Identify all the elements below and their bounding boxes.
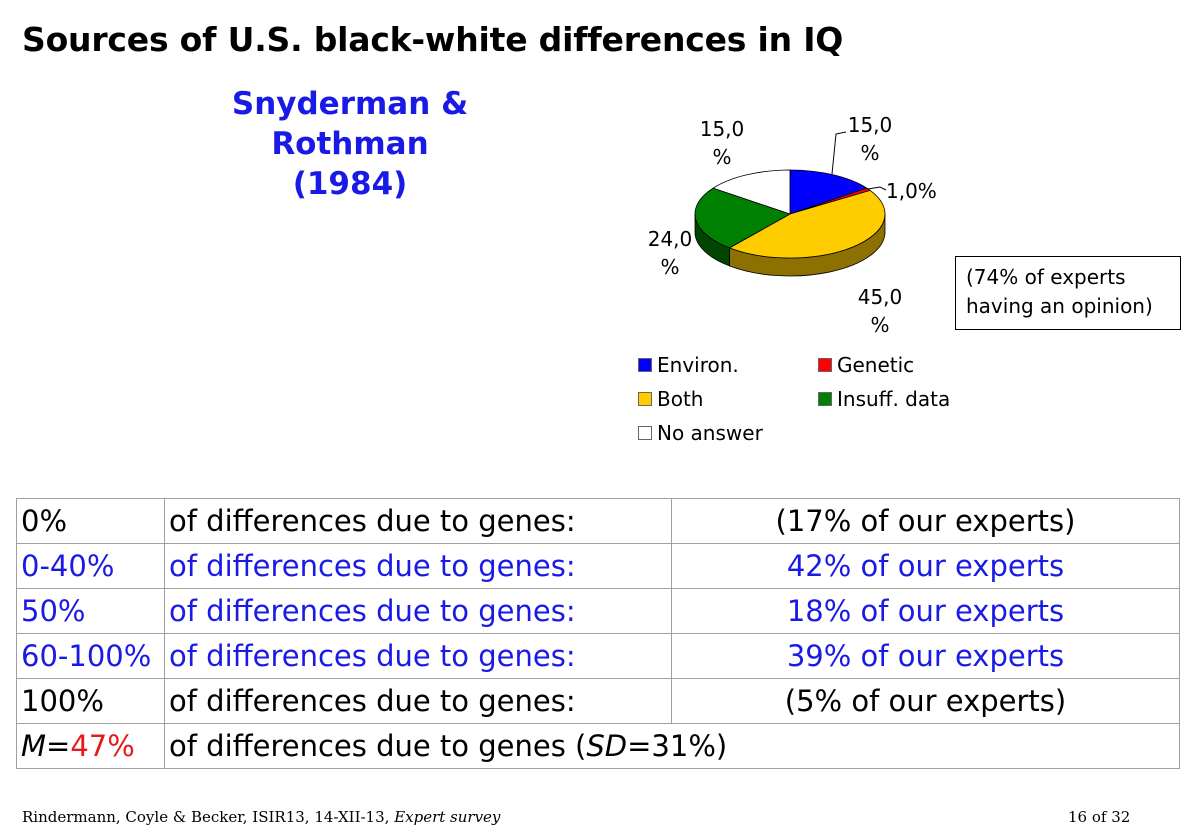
share-cell: (17% of our experts) bbox=[671, 498, 1180, 544]
range-cell: 100% bbox=[16, 678, 165, 724]
sd-value: =31%) bbox=[627, 729, 728, 763]
range-cell: 0% bbox=[16, 498, 165, 544]
pie-chart: 15,0 % 15,0 % 1,0% 24,0 % 45,0 % bbox=[648, 113, 937, 337]
slice-label-both: 45,0 bbox=[858, 285, 903, 309]
citation-year: (1984) bbox=[292, 166, 408, 202]
slice-label-environ-pct: % bbox=[860, 141, 879, 165]
legend-item-no-answer: No answer bbox=[638, 419, 763, 447]
slice-label-insuff-pct: % bbox=[660, 255, 679, 279]
slide-title: Sources of U.S. black-white differences … bbox=[22, 20, 844, 59]
description-cell: of differences due to genes: bbox=[164, 633, 672, 679]
expert-distribution-table: 0% of differences due to genes: (17% of … bbox=[16, 498, 1180, 769]
table-row: 0% of differences due to genes: (17% of … bbox=[16, 498, 1180, 544]
footer-citation: Rindermann, Coyle & Becker, ISIR13, 14-X… bbox=[22, 808, 500, 826]
opinion-note: (74% of experts having an opinion) bbox=[955, 256, 1181, 330]
description-cell: of differences due to genes: bbox=[164, 678, 672, 724]
footer-authors: Rindermann, Coyle & Becker, ISIR13, 14-X… bbox=[22, 808, 395, 826]
legend-swatch-both bbox=[638, 392, 652, 406]
mean-equals: = bbox=[46, 729, 71, 763]
pie-slice-no-answer bbox=[712, 169, 791, 215]
slice-label-environ: 15,0 bbox=[848, 113, 893, 137]
page-number: 16 of 32 bbox=[1068, 808, 1131, 826]
share-cell: 18% of our experts bbox=[671, 588, 1180, 634]
description-cell: of differences due to genes: bbox=[164, 588, 672, 634]
legend-label-no-answer: No answer bbox=[657, 421, 763, 445]
legend-label-genetic: Genetic bbox=[837, 353, 915, 377]
mean-symbol: M bbox=[21, 729, 47, 763]
legend-swatch-insuff bbox=[818, 392, 832, 406]
description-cell: of differences due to genes: bbox=[164, 543, 672, 589]
legend-item-environ: Environ. bbox=[638, 351, 739, 379]
slice-label-no-answer-pct: % bbox=[712, 145, 731, 169]
leader-line-environ bbox=[831, 131, 847, 175]
range-cell: 0-40% bbox=[16, 543, 165, 589]
table-row: 60-100% of differences due to genes: 39%… bbox=[16, 633, 1180, 679]
slice-label-insuff: 24,0 bbox=[648, 227, 693, 251]
legend-item-insuff: Insuff. data bbox=[818, 385, 950, 413]
legend-swatch-no-answer bbox=[638, 426, 652, 440]
pie-slice-insuff-data bbox=[694, 187, 791, 249]
legend-swatch-genetic bbox=[818, 358, 832, 372]
footer-survey: Expert survey bbox=[394, 808, 501, 826]
share-cell: 42% of our experts bbox=[671, 543, 1180, 589]
slice-label-genetic: 1,0% bbox=[886, 179, 937, 203]
slice-label-both-pct: % bbox=[870, 313, 889, 337]
table-row: 50% of differences due to genes: 18% of … bbox=[16, 588, 1180, 634]
mean-text: of differences due to genes ( bbox=[169, 729, 587, 763]
opinion-note-line2: having an opinion) bbox=[966, 294, 1153, 318]
mean-row: M=47% of differences due to genes (SD=31… bbox=[16, 723, 1180, 769]
opinion-note-line1: (74% of experts bbox=[966, 265, 1126, 289]
mean-value: 47% bbox=[70, 729, 135, 763]
legend-swatch-environ bbox=[638, 358, 652, 372]
mean-description-cell: of differences due to genes (SD=31%) bbox=[164, 723, 1180, 769]
legend-label-insuff: Insuff. data bbox=[837, 387, 951, 411]
legend-label-both: Both bbox=[657, 387, 704, 411]
share-cell: 39% of our experts bbox=[671, 633, 1180, 679]
table-row: 100% of differences due to genes: (5% of… bbox=[16, 678, 1180, 724]
range-cell: 60-100% bbox=[16, 633, 165, 679]
slice-label-no-answer: 15,0 bbox=[700, 117, 745, 141]
legend-item-genetic: Genetic bbox=[818, 351, 914, 379]
pie-slice-both bbox=[728, 189, 886, 259]
pie-slice-environ bbox=[789, 169, 868, 215]
description-cell: of differences due to genes: bbox=[164, 498, 672, 544]
legend-label-environ: Environ. bbox=[657, 353, 739, 377]
mean-cell: M=47% bbox=[16, 723, 165, 769]
table-row: 0-40% of differences due to genes: 42% o… bbox=[16, 543, 1180, 589]
citation-authors: Snyderman & Rothman bbox=[231, 86, 469, 162]
study-citation: Snyderman & Rothman (1984) bbox=[150, 84, 550, 204]
legend-item-both: Both bbox=[638, 385, 703, 413]
share-cell: (5% of our experts) bbox=[671, 678, 1180, 724]
leader-line-genetic bbox=[867, 186, 887, 191]
range-cell: 50% bbox=[16, 588, 165, 634]
sd-symbol: SD bbox=[586, 729, 628, 763]
